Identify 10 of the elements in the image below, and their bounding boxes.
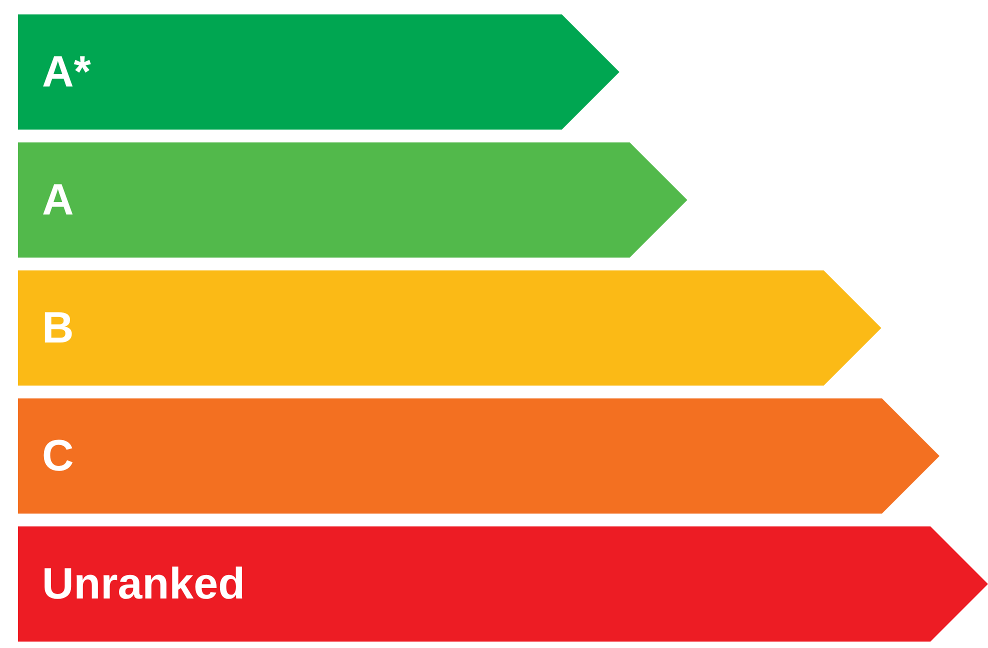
bar <box>18 14 620 130</box>
y-tick-label: Unranked <box>42 560 245 608</box>
y-tick-label: A* <box>42 48 92 96</box>
y-tick-label: B <box>42 304 74 352</box>
y-tick-label: A <box>42 176 74 224</box>
bar <box>18 270 882 386</box>
bar <box>18 398 940 514</box>
bar <box>18 142 688 258</box>
y-tick-label: C <box>42 432 74 480</box>
bar <box>18 526 988 642</box>
